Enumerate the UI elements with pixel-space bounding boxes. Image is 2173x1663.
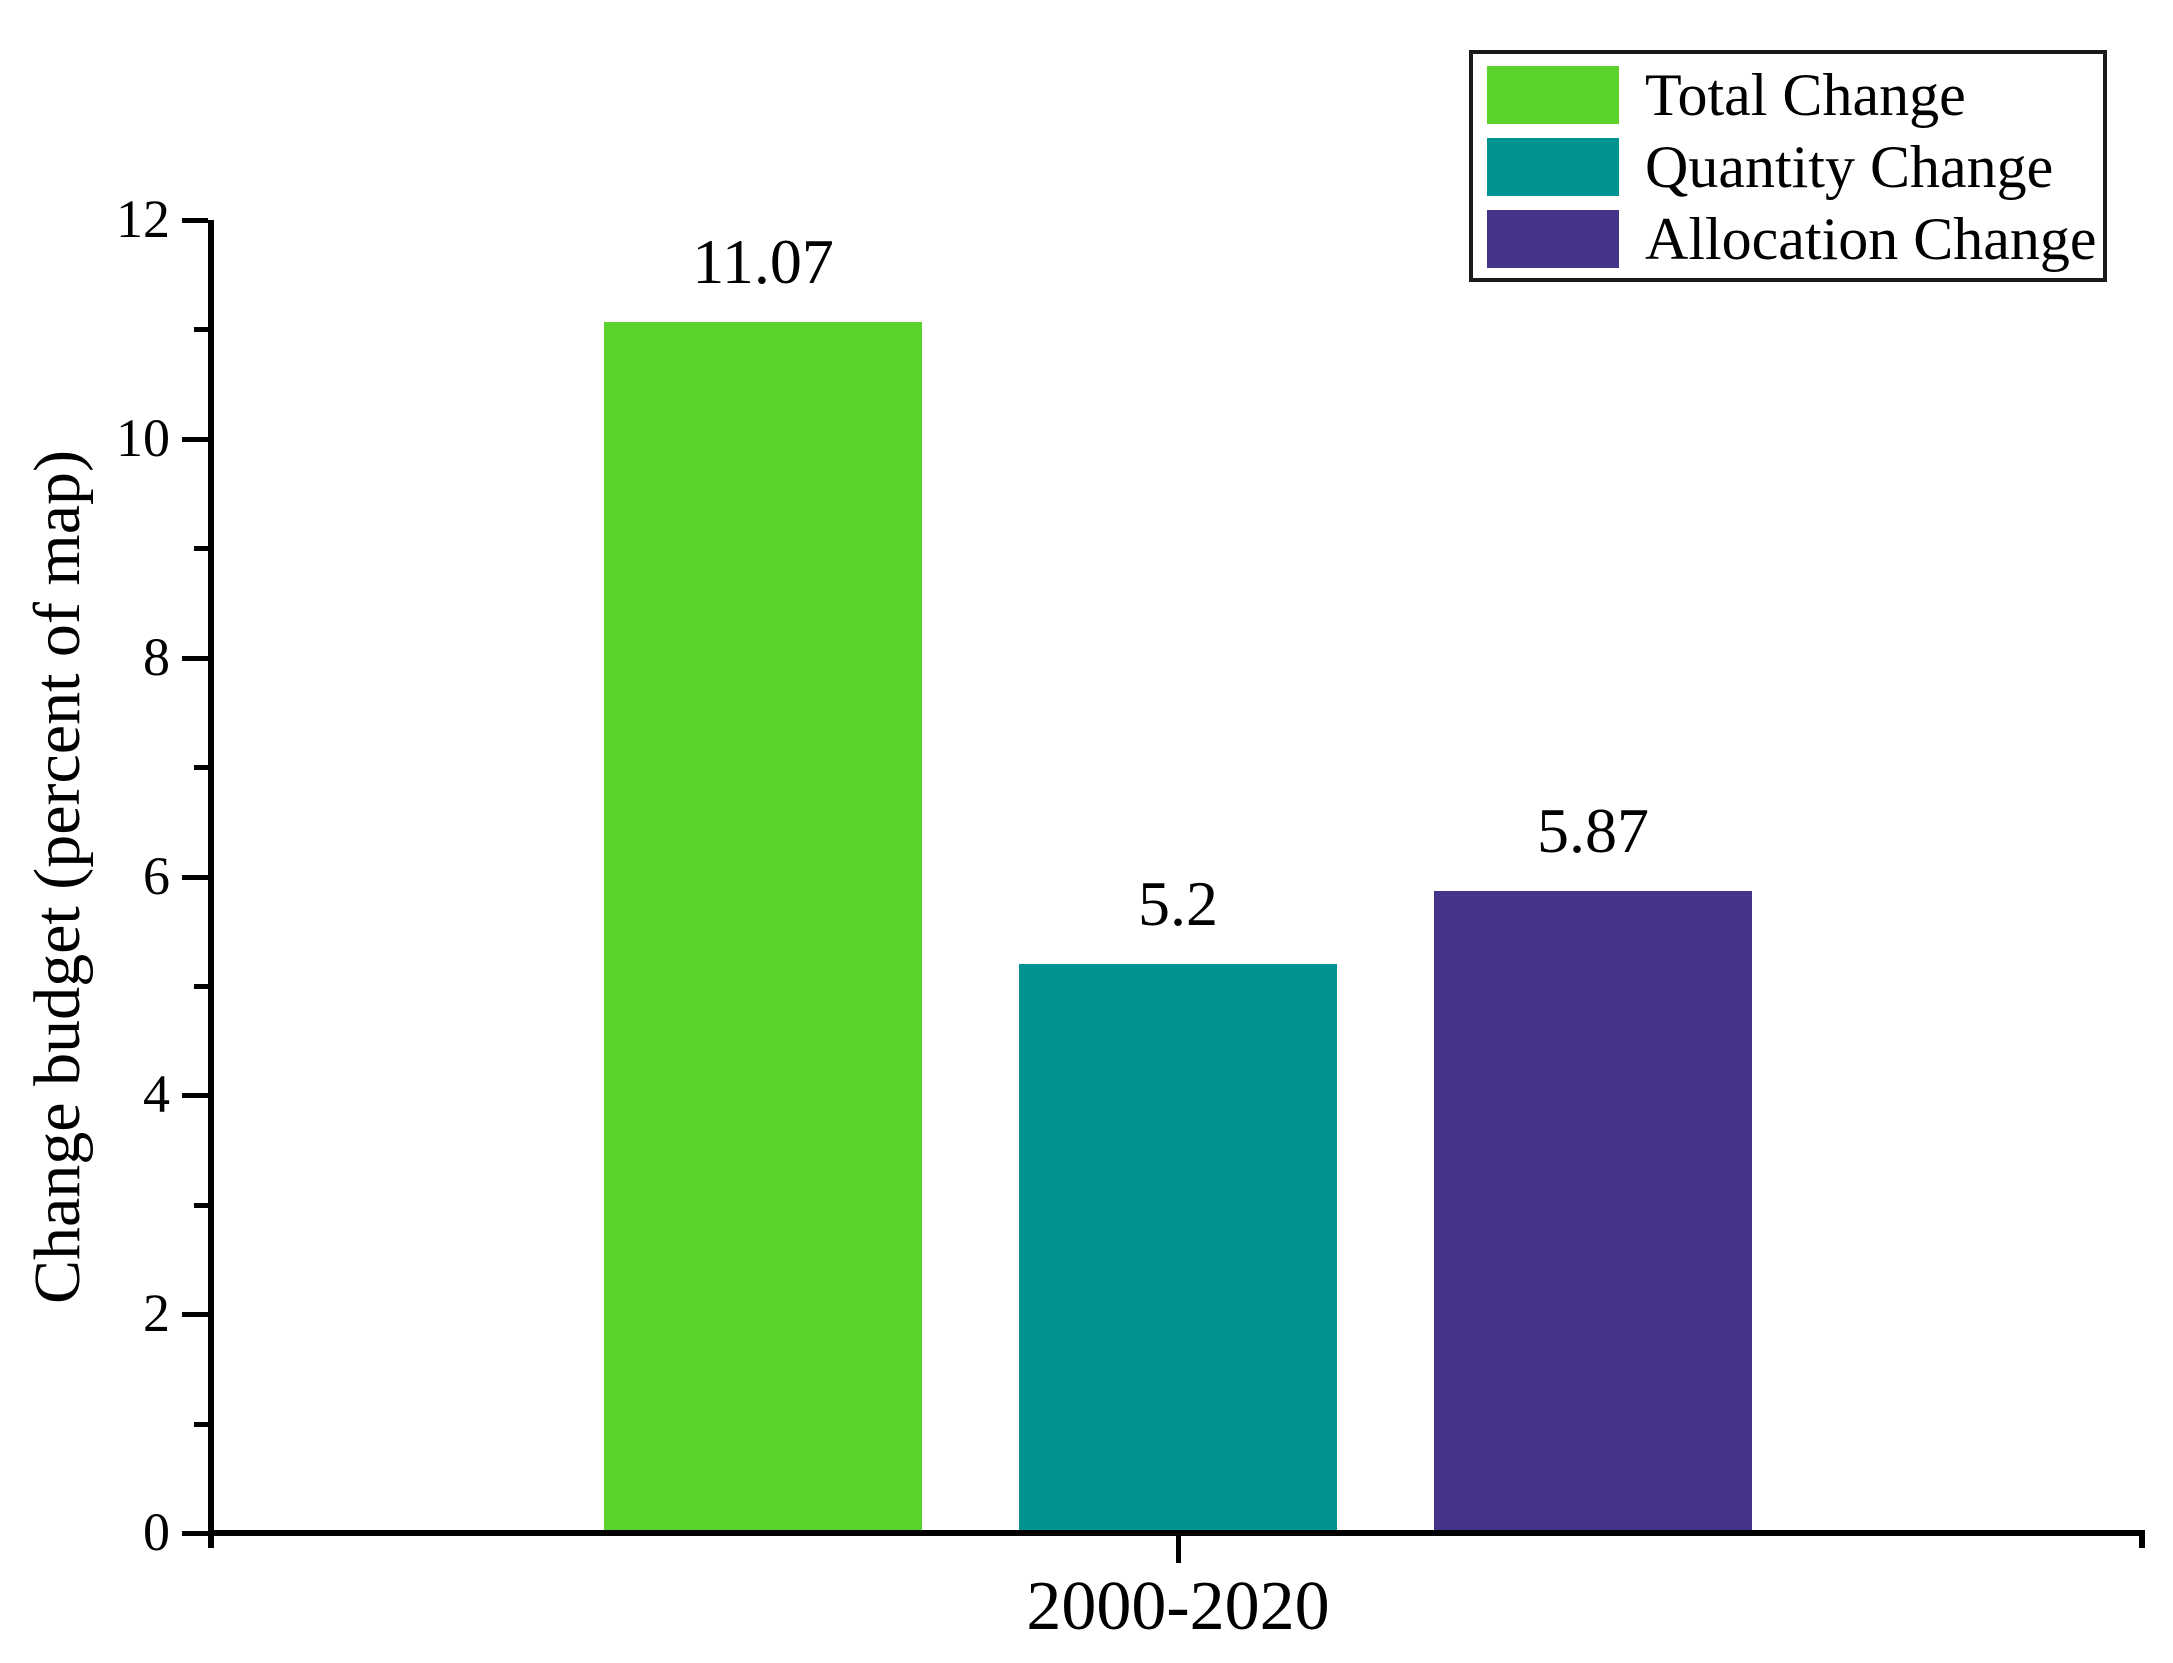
y-tick-label: 0	[143, 1502, 170, 1562]
y-tick-label: 4	[143, 1064, 170, 1124]
legend-swatch-icon	[1487, 210, 1619, 268]
bar-value-label: 5.87	[1537, 795, 1649, 866]
bar-value-label: 11.07	[692, 226, 834, 297]
y-major-tick	[182, 1093, 208, 1098]
y-major-tick	[182, 656, 208, 661]
y-tick-label: 10	[116, 408, 170, 468]
y-major-tick	[182, 1312, 208, 1317]
y-tick-label: 6	[143, 846, 170, 906]
y-tick-label: 12	[116, 189, 170, 249]
y-major-tick	[182, 218, 208, 223]
legend-item-total-change: Total Change	[1487, 62, 2103, 128]
y-major-tick	[182, 1531, 208, 1536]
bar-total-change	[604, 322, 922, 1533]
legend-item-label: Total Change	[1645, 62, 1966, 128]
legend-item-allocation-change: Allocation Change	[1487, 206, 2103, 272]
y-major-tick	[182, 437, 208, 442]
bar-allocation-change	[1434, 891, 1752, 1533]
y-major-tick	[182, 875, 208, 880]
x-category-label: 2000-2020	[1026, 1568, 1330, 1645]
y-minor-tick	[194, 1422, 208, 1427]
y-minor-tick	[194, 765, 208, 770]
legend-item-label: Allocation Change	[1645, 206, 2097, 272]
y-minor-tick	[194, 984, 208, 989]
x-axis-end-tick	[2139, 1533, 2145, 1548]
y-minor-tick	[194, 546, 208, 551]
y-tick-label: 8	[143, 627, 170, 687]
bar-value-label: 5.2	[1138, 868, 1218, 939]
bar-quantity-change	[1019, 964, 1337, 1533]
legend: Total Change Quantity Change Allocation Ch…	[1469, 50, 2107, 282]
legend-swatch-icon	[1487, 138, 1619, 196]
y-tick-label: 2	[143, 1283, 170, 1343]
legend-swatch-icon	[1487, 66, 1619, 124]
legend-item-label: Quantity Change	[1645, 134, 2054, 200]
legend-item-quantity-change: Quantity Change	[1487, 134, 2103, 200]
y-minor-tick	[194, 1203, 208, 1208]
x-axis-tick	[1176, 1533, 1181, 1563]
y-minor-tick	[194, 327, 208, 332]
y-axis-line	[208, 220, 214, 1548]
